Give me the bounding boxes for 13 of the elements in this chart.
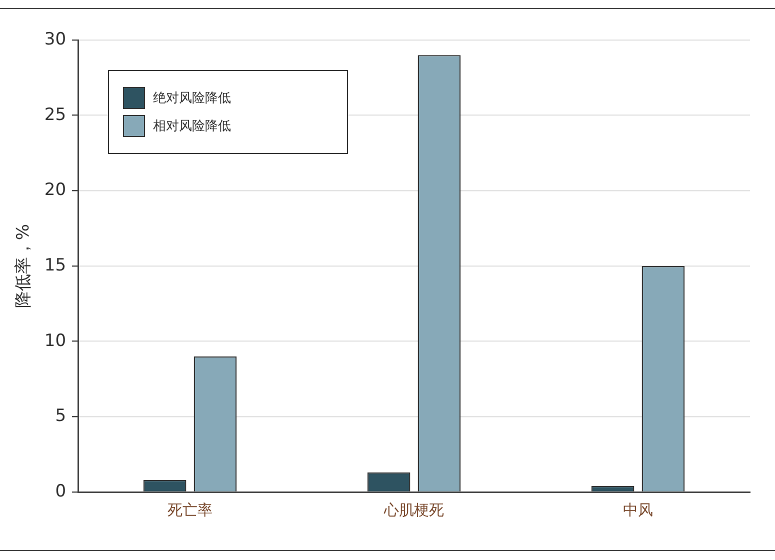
x-tick-label: 中风 <box>623 500 654 519</box>
legend-label: 相对风险降低 <box>153 118 232 135</box>
y-axis-title: 降低率，% <box>14 224 34 308</box>
y-tick-label: 20 <box>44 180 66 200</box>
legend-label: 绝对风险降低 <box>153 90 232 107</box>
y-tick-label: 0 <box>55 481 66 502</box>
y-tick-label: 10 <box>44 330 66 351</box>
y-tick-label: 5 <box>55 406 66 426</box>
y-tick-label: 15 <box>44 255 66 276</box>
x-tick-label: 心肌梗死 <box>383 500 444 519</box>
y-tick-label: 25 <box>44 104 66 125</box>
x-tick-label: 死亡率 <box>168 500 213 519</box>
y-tick-label: 30 <box>44 29 66 50</box>
